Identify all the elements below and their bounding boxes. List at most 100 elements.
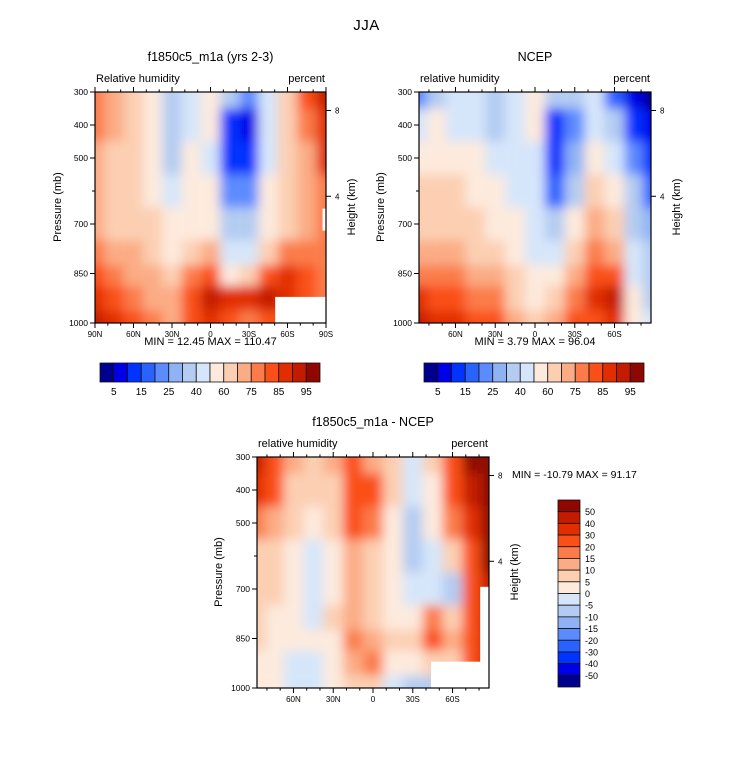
panel-model-field: [95, 92, 326, 323]
field-cell: [123, 240, 144, 266]
field-cell: [143, 265, 163, 286]
field-cell: [239, 285, 259, 311]
field-cell: [642, 108, 651, 142]
field-cell: [323, 539, 344, 573]
field-cell: [525, 108, 545, 142]
field-cell: [525, 265, 545, 286]
field-cell: [419, 207, 428, 241]
field-cell: [642, 265, 651, 286]
field-cell: [402, 539, 423, 573]
field-cell: [564, 92, 585, 109]
field-cell: [427, 92, 446, 109]
field-cell: [624, 285, 643, 311]
field-cell: [422, 457, 443, 474]
field-cell: [442, 506, 463, 540]
field-cell: [265, 630, 284, 651]
field-cell: [363, 572, 383, 606]
field-cell: [283, 506, 304, 540]
y-tick-label: 300: [236, 452, 250, 462]
y-tick-label: 500: [74, 153, 88, 163]
field-cell: [445, 265, 466, 286]
field-cell: [442, 539, 463, 573]
field-cell: [642, 285, 651, 311]
field-cell: [343, 675, 364, 688]
field-cell: [445, 141, 466, 175]
field-cell: [303, 572, 324, 606]
field-cell: [283, 473, 304, 507]
x-tick-label: 30S: [568, 330, 582, 339]
colorbar-tick-label: 40: [191, 387, 203, 398]
field-cell: [505, 141, 526, 175]
field-cell: [363, 457, 383, 474]
field-cell: [343, 605, 364, 631]
field-cell: [419, 108, 428, 142]
field-cell: [382, 572, 403, 606]
field-cell: [419, 265, 428, 286]
height-tick-label: 4: [498, 557, 503, 566]
field-cell: [363, 539, 383, 573]
field-cell: [123, 174, 144, 208]
field-cell: [604, 240, 625, 266]
field-cell: [257, 457, 266, 474]
missing-data-mask: [431, 661, 489, 688]
field-cell: [419, 285, 428, 311]
colorbar-tick-label: 95: [625, 387, 637, 398]
field-cell: [104, 108, 124, 142]
field-cell: [297, 240, 317, 266]
field-cell: [277, 92, 298, 109]
colorbar-cell: [168, 362, 183, 383]
field-cell: [343, 473, 364, 507]
y-tick-label: 850: [236, 634, 250, 644]
field-cell: [505, 285, 526, 311]
colorbar-tick-label: 30: [585, 531, 595, 541]
field-cell: [343, 650, 364, 676]
field-cell: [303, 506, 324, 540]
panel-model-title: f1850c5_m1a (yrs 2-3): [147, 50, 274, 64]
field-cell: [604, 285, 625, 311]
field-cell: [258, 92, 278, 109]
field-cell: [277, 207, 298, 241]
colorbar-cell: [209, 362, 225, 383]
field-cell: [265, 506, 284, 540]
colorbar-cell: [557, 604, 581, 618]
field-cell: [427, 265, 446, 286]
colorbar-cell: [557, 593, 581, 606]
field-cell: [303, 473, 324, 507]
field-cell: [283, 675, 304, 688]
field-cell: [220, 207, 240, 241]
field-cell: [200, 310, 221, 323]
field-cell: [525, 240, 545, 266]
field-cell: [343, 630, 364, 651]
panel-ncep-field-cells: [419, 92, 651, 323]
field-cell: [485, 174, 506, 208]
field-cell: [505, 174, 526, 208]
field-cell: [239, 207, 259, 241]
field-cell: [427, 207, 446, 241]
field-cell: [485, 108, 506, 142]
field-cell: [445, 240, 466, 266]
field-cell: [382, 650, 403, 676]
colorbar-tick-label: 85: [597, 387, 609, 398]
field-cell: [544, 240, 565, 266]
y-tick-label: 400: [236, 485, 250, 495]
field-cell: [277, 108, 298, 142]
field-cell: [323, 457, 344, 474]
field-cell: [265, 605, 284, 631]
field-cell: [382, 506, 403, 540]
field-cell: [181, 108, 201, 142]
panel-ncep-variable-label: relative humidity: [420, 73, 500, 85]
field-cell: [277, 174, 298, 208]
field-cell: [624, 240, 643, 266]
colorbar-tick-label: 0: [585, 589, 590, 599]
colorbar-cell: [557, 674, 581, 688]
colorbar-cell: [557, 663, 581, 676]
colorbar-cell: [557, 628, 581, 641]
field-cell: [257, 539, 266, 573]
panel-model-height-axis-label: Height (km): [346, 178, 358, 236]
colorbar-cell: [557, 639, 581, 653]
y-tick-label: 400: [74, 120, 88, 130]
colorbar-cell: [127, 362, 142, 383]
field-cell: [462, 572, 481, 606]
field-cell: [624, 108, 643, 142]
field-cell: [283, 650, 304, 676]
